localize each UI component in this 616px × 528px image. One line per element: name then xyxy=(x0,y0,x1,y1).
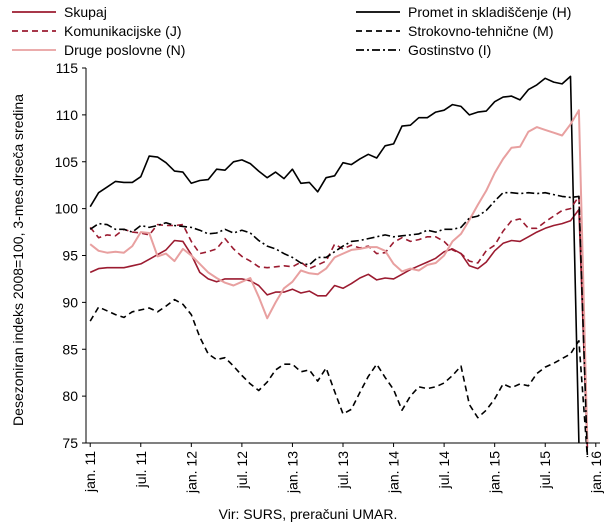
x-tick-label: jul. 15 xyxy=(537,451,553,490)
y-axis-title: Desezoniran indeks 2008=100, 3-mes.drseč… xyxy=(10,94,26,426)
series-line-promet xyxy=(89,75,580,444)
chart-legend: Skupaj Promet in skladiščenje (H) Komunika… xyxy=(12,4,571,58)
series-layer xyxy=(89,75,589,458)
x-tick-label: jul. 12 xyxy=(234,451,250,490)
series-line-komunikacijske xyxy=(89,195,589,444)
y-axis: 75 80 85 90 95 100 105 110 115 xyxy=(55,60,87,451)
y-tick-label: 100 xyxy=(55,201,79,217)
y-tick-label: 95 xyxy=(62,248,78,264)
y-tick-label: 115 xyxy=(56,60,79,76)
series-line-druge xyxy=(89,109,589,444)
series-line-skupaj xyxy=(89,208,589,448)
legend-label-strokovno: Strokovno-tehnične (M) xyxy=(408,23,554,39)
legend-label-skupaj: Skupaj xyxy=(64,4,107,20)
series-line-gostinstvo xyxy=(89,191,589,458)
x-tick-label: jan. 15 xyxy=(487,451,503,494)
x-tick-label: jan. 12 xyxy=(183,451,199,494)
source-note: Vir: SURS, preračuni UMAR. xyxy=(219,506,398,522)
legend-label-komunikacijske: Komunikacijske (J) xyxy=(64,23,181,39)
x-tick-label: jan. 16 xyxy=(588,451,604,494)
y-tick-label: 85 xyxy=(62,341,78,357)
x-tick-label: jul. 11 xyxy=(133,451,149,489)
y-tick-label: 75 xyxy=(62,435,78,451)
series-line-strokovno xyxy=(89,298,589,458)
y-tick-label: 105 xyxy=(55,154,79,170)
x-tick-label: jul. 14 xyxy=(436,451,452,490)
x-tick-label: jan. 11 xyxy=(82,451,98,493)
legend-label-promet: Promet in skladiščenje (H) xyxy=(408,4,571,20)
y-tick-label: 80 xyxy=(62,388,78,404)
legend-label-gostinstvo: Gostinstvo (I) xyxy=(408,42,491,58)
x-axis: jan. 11 jul. 11 jan. 12 jul. 12 jan. 13 jul. … xyxy=(82,442,604,494)
x-tick-label: jan. 13 xyxy=(284,451,300,494)
y-tick-label: 110 xyxy=(56,107,79,123)
legend-label-druge: Druge poslovne (N) xyxy=(64,42,185,58)
y-tick-label: 90 xyxy=(62,294,78,310)
x-tick-label: jul. 13 xyxy=(335,451,351,490)
x-tick-label: jan. 14 xyxy=(386,451,402,494)
